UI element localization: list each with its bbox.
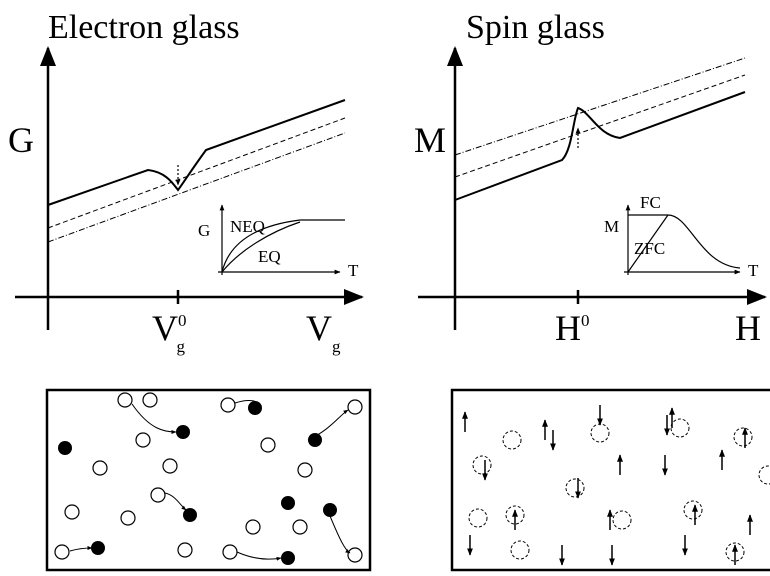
figure: Electron glass G V0g Vg G T NEQ EQ Spin … — [0, 0, 770, 576]
filled-site — [91, 541, 105, 555]
open-site — [65, 505, 79, 519]
open-site — [143, 393, 157, 407]
y-label: M — [414, 120, 446, 160]
inset-x-label: T — [748, 261, 759, 280]
flip-ring — [469, 509, 487, 527]
open-site — [93, 461, 107, 475]
curve — [455, 58, 745, 155]
inset-curve-label: NEQ — [230, 217, 265, 236]
lattice — [55, 393, 770, 565]
hop-arrow — [70, 548, 92, 551]
flip-ring — [734, 428, 752, 446]
flip-ring — [566, 479, 584, 497]
open-site — [121, 511, 135, 525]
open-site — [348, 548, 362, 562]
flip-ring — [503, 431, 521, 449]
open-site — [293, 520, 307, 534]
open-site — [223, 545, 237, 559]
open-site — [118, 393, 132, 407]
inset-curve-label: EQ — [258, 247, 281, 266]
open-site — [151, 488, 165, 502]
inset-y-label: M — [604, 217, 619, 236]
inset-x-label: T — [348, 261, 359, 280]
flip-ring — [591, 424, 609, 442]
curve — [455, 75, 745, 177]
open-site — [163, 459, 177, 473]
open-site — [221, 398, 235, 412]
inset-curve-label: FC — [640, 193, 661, 212]
curve — [48, 133, 345, 242]
x-mark-label: H0 — [555, 308, 590, 348]
filled-site — [176, 425, 190, 439]
open-site — [136, 433, 150, 447]
hop-arrow — [330, 516, 350, 553]
y-label: G — [8, 120, 34, 160]
curve — [48, 118, 345, 228]
filled-site — [281, 496, 295, 510]
curve — [455, 92, 745, 200]
open-site — [178, 543, 192, 557]
x-label: H — [735, 308, 761, 348]
panel-title: Spin glass — [466, 9, 605, 46]
spin-box — [452, 390, 770, 570]
flip-ring — [613, 511, 631, 529]
open-site — [261, 438, 275, 452]
curve — [48, 100, 345, 205]
flip-ring — [671, 419, 689, 437]
flip-ring — [473, 456, 491, 474]
hop-arrow — [237, 552, 281, 559]
flip-ring — [684, 501, 702, 519]
filled-site — [183, 508, 197, 522]
open-site — [298, 463, 312, 477]
filled-site — [308, 433, 322, 447]
spin-panel: Spin glass M H0 H M T FC ZFC — [414, 9, 765, 348]
open-site — [55, 545, 69, 559]
inset-y-label: G — [198, 221, 210, 240]
flip-ring — [511, 541, 529, 559]
panel-title: Electron glass — [48, 9, 240, 46]
filled-site — [248, 401, 262, 415]
x-label: Vg — [306, 308, 341, 356]
filled-site — [323, 503, 337, 517]
filled-site — [281, 551, 295, 565]
open-site — [246, 520, 260, 534]
open-site — [348, 400, 362, 414]
hop-arrow — [132, 404, 176, 432]
hop-arrow — [165, 493, 186, 510]
filled-site — [58, 441, 72, 455]
flip-ring — [759, 466, 770, 484]
inset-curve-label: ZFC — [634, 239, 665, 258]
